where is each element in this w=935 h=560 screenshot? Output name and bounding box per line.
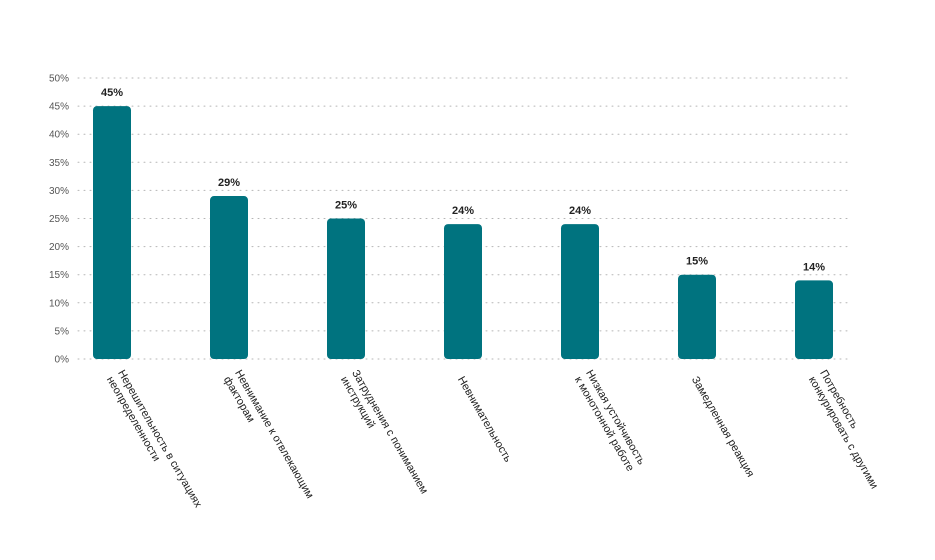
bar	[93, 106, 131, 359]
bars	[93, 106, 833, 359]
bar	[795, 280, 833, 359]
data-label: 29%	[218, 177, 240, 189]
y-tick-label: 40%	[49, 130, 69, 141]
category-label: Замедленная реакция	[689, 375, 756, 480]
y-tick-label: 35%	[49, 158, 69, 169]
y-tick-label: 20%	[49, 242, 69, 253]
y-tick-label: 5%	[55, 326, 70, 337]
data-label: 45%	[101, 87, 123, 99]
x-axis-labels: Нерешительность в ситуацияхнеопределенно…	[104, 368, 880, 510]
y-tick-label: 0%	[55, 355, 70, 366]
bar	[444, 224, 482, 359]
y-tick-label: 15%	[49, 270, 69, 281]
bar	[210, 196, 248, 359]
category-label: Нерешительность в ситуацияхнеопределенно…	[104, 368, 204, 510]
y-tick-label: 10%	[49, 298, 69, 309]
category-label-line: Затруднения с пониманием	[349, 368, 430, 496]
category-label-line: Невнимательность	[455, 375, 514, 465]
y-tick-label: 30%	[49, 186, 69, 197]
y-tick-label: 25%	[49, 214, 69, 225]
data-label: 24%	[452, 205, 474, 217]
data-label: 14%	[803, 261, 825, 273]
category-label-line: Замедленная реакция	[689, 375, 756, 480]
y-axis-ticks: 0% 5% 10% 15% 20% 25% 30% 35% 40% 45% 50%	[49, 74, 69, 366]
data-labels: 45% 29% 25% 24% 24% 15% 14%	[101, 87, 825, 273]
bar	[561, 224, 599, 359]
category-label-line: конкурировать с другими	[806, 375, 880, 492]
category-label-line: Нерешительность в ситуациях	[115, 368, 204, 510]
bar	[327, 218, 365, 359]
data-label: 15%	[686, 256, 708, 268]
data-label: 25%	[335, 200, 357, 212]
y-tick-label: 50%	[49, 74, 69, 85]
bar	[678, 274, 716, 359]
y-tick-label: 45%	[49, 102, 69, 113]
category-label-line: Невнимание к отвлекающим	[232, 368, 316, 501]
category-label: Невнимательность	[455, 375, 514, 465]
data-label: 24%	[569, 205, 591, 217]
